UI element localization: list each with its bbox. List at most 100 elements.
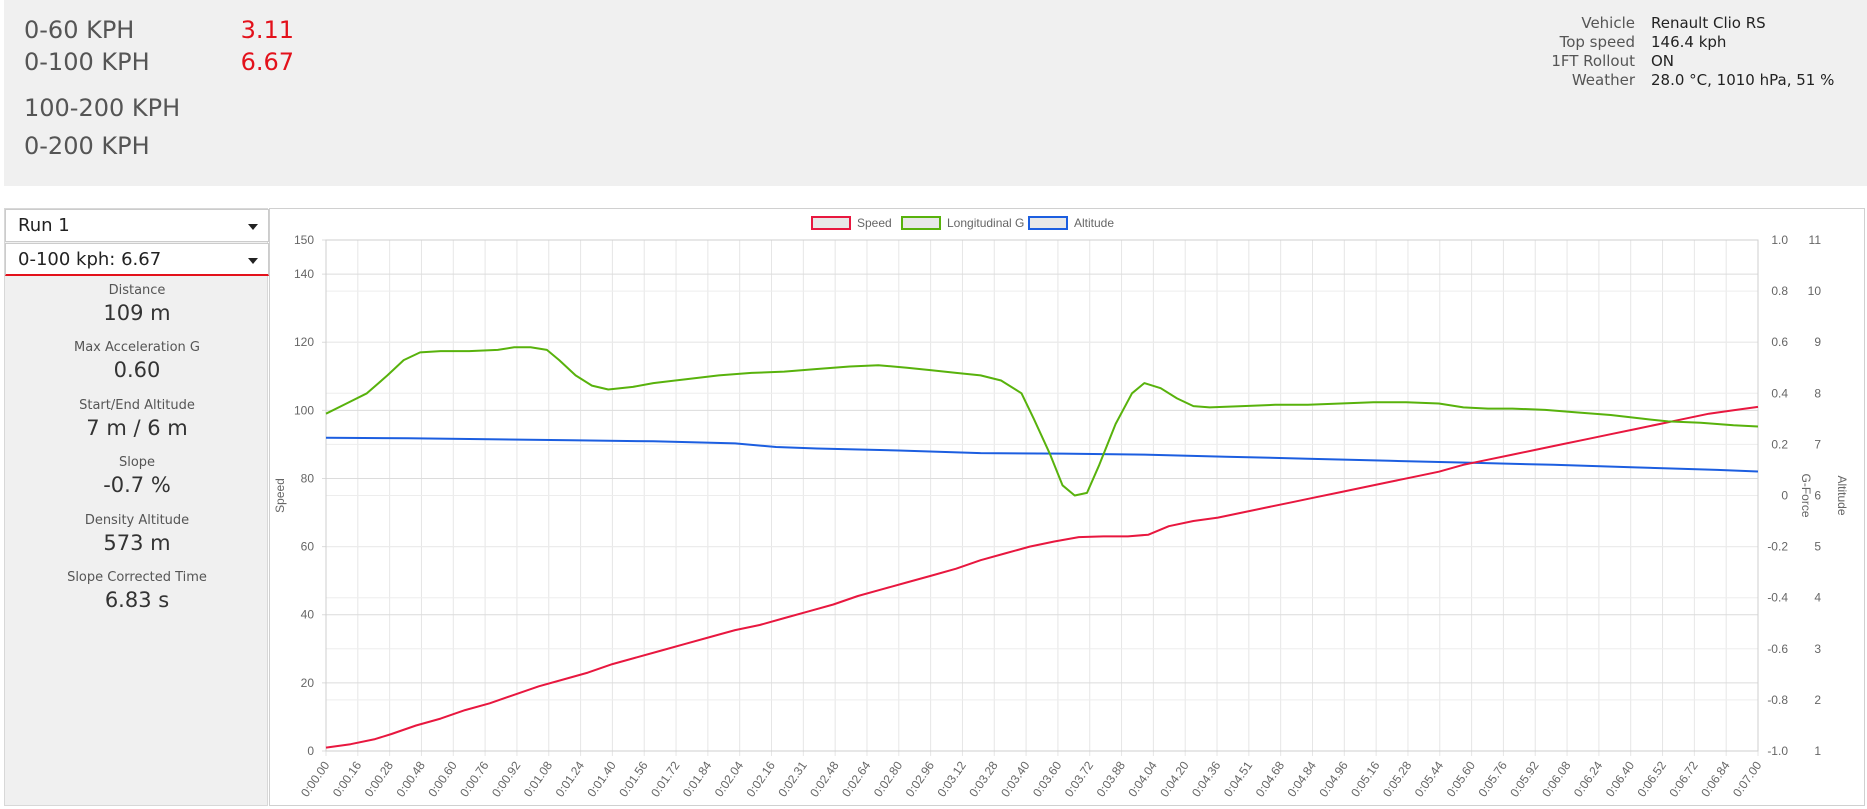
time-value: 6.67 [240, 48, 294, 76]
altitude-tick-label: 5 [1814, 540, 1821, 554]
legend-speed-swatch [811, 216, 851, 230]
time-label: 0-60 KPH [24, 16, 135, 44]
stat-altitude: Start/End Altitude 7 m / 6 m [5, 398, 269, 440]
time-label: 0-100 KPH [24, 48, 150, 76]
info-key: Top speed [1559, 33, 1635, 51]
g-tick-label: 0.6 [1771, 335, 1788, 349]
x-tick-label: 0:03.60 [1030, 758, 1065, 799]
stat-value: 6.83 s [104, 588, 170, 612]
altitude-tick-label: 8 [1814, 386, 1821, 400]
run-select[interactable]: Run 1 [5, 209, 269, 242]
speed-tick-label: 100 [294, 403, 314, 417]
altitude-tick-label: 3 [1814, 642, 1821, 656]
caret-down-icon [248, 258, 258, 264]
x-tick-label: 0:02.48 [807, 758, 842, 799]
speed-tick-label: 150 [294, 233, 314, 247]
g-tick-label: 0.2 [1771, 437, 1788, 451]
telemetry-chart: 0:00.000:00.160:00.280:00.480:00.600:00.… [273, 216, 1849, 800]
run-sidebar: Run 1 0-100 kph: 6.67 Distance 109 m Max… [4, 208, 269, 806]
x-tick-label: 0:05.44 [1412, 758, 1447, 799]
stat-label: Slope [118, 455, 156, 470]
speed-tick-label: 40 [301, 608, 315, 622]
legend-altitude-label: Altitude [1074, 216, 1114, 230]
speed-tick-label: 140 [294, 267, 314, 281]
g-tick-label: -0.8 [1767, 693, 1788, 707]
g-axis-title: G-Force [1799, 473, 1813, 517]
stat-distance: Distance 109 m [5, 283, 269, 325]
g-tick-label: -0.2 [1767, 540, 1788, 554]
x-tick-label: 0:03.72 [1062, 758, 1097, 799]
segment-select[interactable]: 0-100 kph: 6.67 [5, 243, 269, 276]
g-tick-label: 0.4 [1771, 386, 1788, 400]
segment-select-value: 0-100 kph: 6.67 [18, 249, 162, 270]
caret-down-icon [248, 224, 258, 230]
x-tick-label: 0:06.72 [1666, 758, 1701, 799]
stat-label: Density Altitude [84, 513, 190, 528]
x-tick-label: 0:02.80 [871, 758, 906, 799]
info-value: 146.4 kph [1651, 33, 1727, 51]
stat-label: Max Acceleration G [74, 340, 200, 355]
x-tick-label: 0:02.04 [712, 758, 747, 799]
time-value: 3.11 [240, 16, 294, 44]
x-tick-label: 0:03.28 [966, 758, 1001, 799]
info-value: Renault Clio RS [1651, 14, 1766, 32]
legend-speed-label: Speed [857, 216, 892, 230]
x-tick-label: 0:05.60 [1444, 758, 1479, 799]
speed-tick-label: 60 [301, 540, 315, 554]
stat-label: Distance [108, 283, 166, 298]
x-tick-label: 0:02.64 [839, 758, 874, 799]
x-tick-label: 0:01.08 [521, 758, 556, 799]
altitude-tick-label: 2 [1814, 693, 1821, 707]
speed-tick-label: 0 [307, 744, 314, 758]
altitude-line [325, 436, 1759, 473]
x-tick-label: 0:06.08 [1539, 758, 1574, 799]
run-select-value: Run 1 [18, 215, 70, 236]
x-tick-label: 0:06.24 [1571, 758, 1606, 799]
vehicle-info-table: Vehicle Renault Clio RS Top speed 146.4 … [1501, 14, 1851, 90]
x-tick-label: 0:02.96 [903, 758, 938, 799]
stat-value: 7 m / 6 m [86, 416, 188, 440]
x-tick-label: 0:06.40 [1603, 758, 1638, 799]
info-row-weather: Weather 28.0 °C, 1010 hPa, 51 % [1501, 71, 1851, 90]
x-tick-label: 0:05.92 [1507, 758, 1542, 799]
x-tick-label: 0:03.12 [934, 758, 969, 799]
info-key: Vehicle [1581, 14, 1635, 32]
legend-altitude-swatch [1028, 216, 1068, 230]
stat-max-acceleration: Max Acceleration G 0.60 [5, 340, 269, 382]
telemetry-chart-panel: 0:00.00 0:00.16 0:00.28 0:00.48 0:00.60 0:00.… [269, 208, 1865, 806]
altitude-tick-label: 9 [1814, 335, 1821, 349]
altitude-axis-title: Altitude [1835, 475, 1849, 515]
x-tick-label: 0:00.00 [298, 758, 333, 799]
time-label: 0-200 KPH [24, 132, 150, 160]
info-value: 28.0 °C, 1010 hPa, 51 % [1651, 71, 1835, 89]
stat-value: 573 m [103, 531, 171, 555]
x-tick-label: 0:04.04 [1125, 758, 1160, 799]
g-tick-label: 1.0 [1771, 233, 1788, 247]
info-value: ON [1651, 52, 1675, 70]
stat-slope-corrected-time: Slope Corrected Time 6.83 s [5, 570, 269, 612]
x-tick-label: 0:00.16 [330, 758, 365, 799]
x-tick-label: 0:00.60 [425, 758, 460, 799]
x-tick-label: 0:01.84 [680, 758, 715, 799]
x-tick-label: 0:00.48 [393, 758, 428, 799]
altitude-tick-label: 1 [1814, 744, 1821, 758]
info-row-vehicle: Vehicle Renault Clio RS [1501, 14, 1851, 33]
info-key: Weather [1571, 71, 1635, 89]
x-tick-label: 0:01.56 [616, 758, 651, 799]
info-row-top-speed: Top speed 146.4 kph [1501, 33, 1851, 52]
x-tick-label: 0:03.40 [998, 758, 1033, 799]
x-tick-label: 0:06.84 [1698, 758, 1733, 799]
x-tick-label: 0:04.96 [1316, 758, 1351, 799]
g-tick-label: 0.8 [1771, 284, 1788, 298]
stat-value: 0.60 [113, 358, 161, 382]
x-tick-label: 0:03.88 [1094, 758, 1129, 799]
x-tick-label: 0:00.92 [489, 758, 524, 799]
legend-longitudinal-g-swatch [901, 216, 941, 230]
x-tick-label: 0:06.52 [1635, 758, 1670, 799]
x-tick-label: 0:04.68 [1253, 758, 1288, 799]
info-key: 1FT Rollout [1551, 52, 1635, 70]
legend-longitudinal-g-label: Longitudinal G [947, 216, 1024, 230]
x-tick-label: 0:04.36 [1189, 758, 1224, 799]
speed-line [325, 405, 1759, 749]
altitude-tick-label: 6 [1814, 489, 1821, 503]
